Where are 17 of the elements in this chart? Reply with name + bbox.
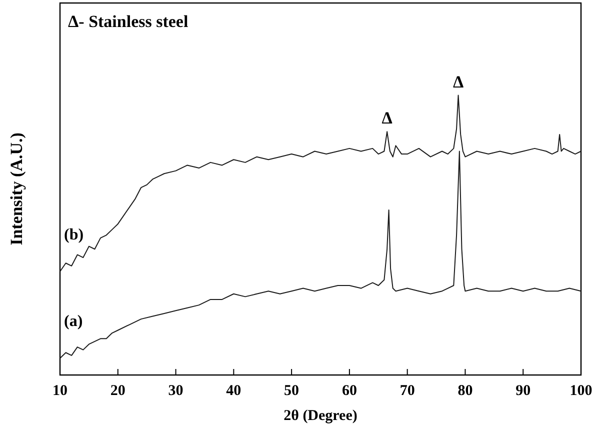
- y-axis-title: Intensity (A.U.): [7, 132, 26, 246]
- x-tick-label: 50: [284, 383, 300, 399]
- series-label: (b): [64, 226, 84, 244]
- x-tick-label: 40: [226, 383, 242, 399]
- x-tick-label: 80: [458, 383, 473, 399]
- x-tick-label: 10: [52, 383, 68, 399]
- text: Δ- Stainless steel: [68, 12, 188, 31]
- x-tick-label: 100: [570, 383, 592, 399]
- x-tick-label: 60: [342, 383, 357, 399]
- annotation: Δ: [452, 72, 464, 92]
- x-axis-title: 2θ (Degree): [284, 408, 358, 424]
- x-tick-label: 70: [400, 383, 415, 399]
- x-tick-label: 30: [168, 383, 184, 399]
- x-tick-label: 20: [110, 383, 126, 399]
- series-label: (a): [64, 313, 83, 330]
- x-tick-label: 90: [516, 383, 531, 399]
- annotation: Δ: [382, 108, 393, 128]
